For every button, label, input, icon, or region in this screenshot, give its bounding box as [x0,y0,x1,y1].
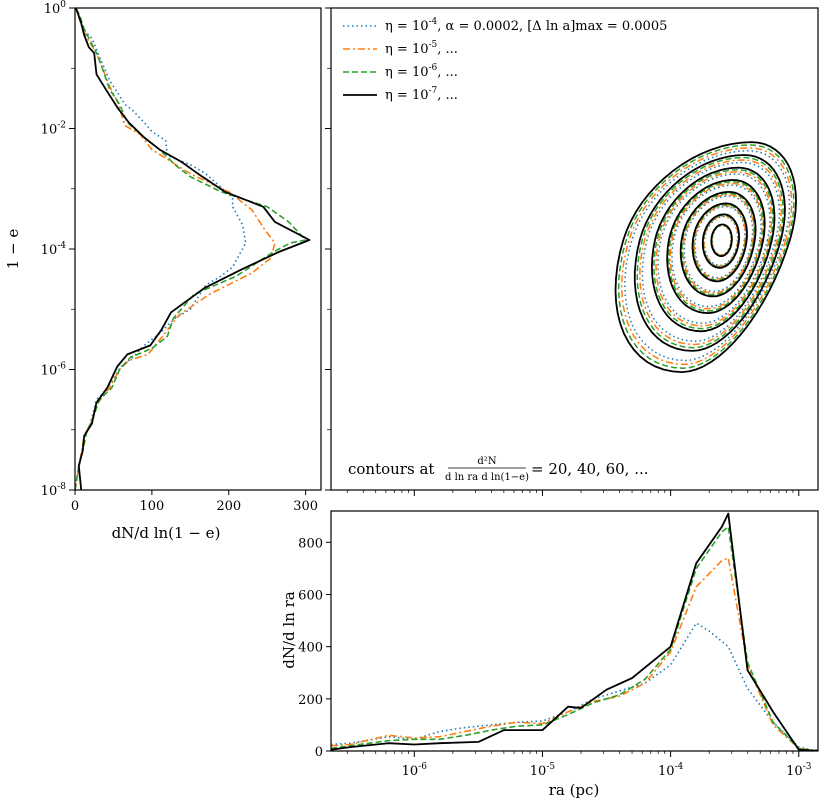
contour-annotation: contours at d²N d ln ra d ln(1−e) = 20, … [348,456,649,483]
contour-1-level-120 [694,205,746,279]
bottom-x-tick-label: 10-5 [530,762,556,779]
legend-label-1: η = 10-4, α = 0.0002, [Δ ln a]max = 0.00… [385,17,667,34]
contour-3-level-60 [653,168,774,330]
contour-4-level-120 [691,202,748,283]
bottom-series-line-4 [331,512,818,751]
contour-4-level-80 [666,179,766,315]
contour-2-level-140 [703,215,739,267]
bottom-y-tick-label: 600 [298,588,323,603]
contour-3-level-120 [692,203,748,281]
bottom-y-tick-label: 800 [298,536,323,551]
left-series-line-3 [75,8,307,490]
left-x-axis-label: dN/d ln(1 − e) [112,524,221,542]
annotation-numerator: d²N [477,456,496,467]
left-x-tick-label: 0 [71,499,79,514]
bottom-y-axis-label: dN/d ln ra [280,591,298,669]
bottom-marginal-panel: 10-6 10-5 10-4 10-3 0 200 400 600 800 ra (pc) d… [280,510,819,799]
bottom-x-tick-label: 10-3 [786,762,812,779]
contour-4-level-100 [679,190,757,298]
bottom-axes-frame [330,510,819,752]
contour-1-level-20 [624,149,791,362]
bottom-series-line-3 [331,525,818,751]
bottom-y-tick-label: 400 [298,641,323,656]
contour-4-level-140 [701,213,740,269]
contour-3-level-80 [668,180,765,312]
joint-contour-panel: η = 10-4, α = 0.0002, [Δ ln a]max = 0.00… [325,7,819,496]
left-y-tick-label: 100 [44,0,67,17]
annotation-suffix: = 20, 40, 60, ... [531,460,649,478]
bottom-x-tick-label: 10-6 [402,762,428,779]
left-x-tick-label: 100 [139,499,164,514]
annotation-prefix: contours at [348,460,434,478]
contour-3-level-20 [617,144,795,369]
contour-4-level-60 [651,166,776,333]
contour-1-level-160 [711,225,732,256]
bottom-y-tick-label: 200 [298,693,323,708]
contour-2-level-100 [682,193,755,294]
legend: η = 10-4, α = 0.0002, [Δ ln a]max = 0.00… [343,17,667,103]
left-series-line-2 [75,8,276,490]
left-y-tick-label: 10-8 [41,482,67,499]
contour-1-level-40 [641,161,781,342]
left-series-line-4 [75,8,311,490]
contour-4-level-20 [614,141,797,374]
left-y-axis-label: 1 − e [4,229,22,270]
contour-2-level-80 [669,182,763,310]
legend-label-3: η = 10-6, ... [385,63,458,80]
contour-4-level-40 [633,154,786,352]
contour-2-level-120 [693,204,747,280]
contour-4-level-160 [710,223,733,258]
bottom-y-tick-label: 0 [315,745,323,760]
annotation-denominator: d ln ra d ln(1−e) [445,472,529,483]
left-x-tick-label: 200 [216,499,241,514]
contour-2-level-60 [655,171,773,327]
left-y-tick-label: 10-4 [41,241,67,258]
contour-3-level-40 [636,156,784,349]
legend-label-2: η = 10-5, ... [385,40,458,57]
contour-2-level-20 [620,147,793,366]
left-y-tick-label: 10-6 [41,362,67,379]
contour-2-level-40 [639,159,782,346]
left-marginal-panel: 0 100 200 300 100 10-2 10-4 10-6 10-8 dN/d ln(1… [4,0,322,542]
left-y-tick-label: 10-2 [41,121,66,138]
legend-label-4: η = 10-7, ... [385,86,458,103]
left-x-tick-label: 300 [293,499,318,514]
bottom-series-line-2 [331,557,818,751]
contour-1-level-100 [683,195,754,293]
bottom-x-tick-label: 10-4 [658,762,684,779]
bottom-x-axis-label: ra (pc) [549,781,600,799]
